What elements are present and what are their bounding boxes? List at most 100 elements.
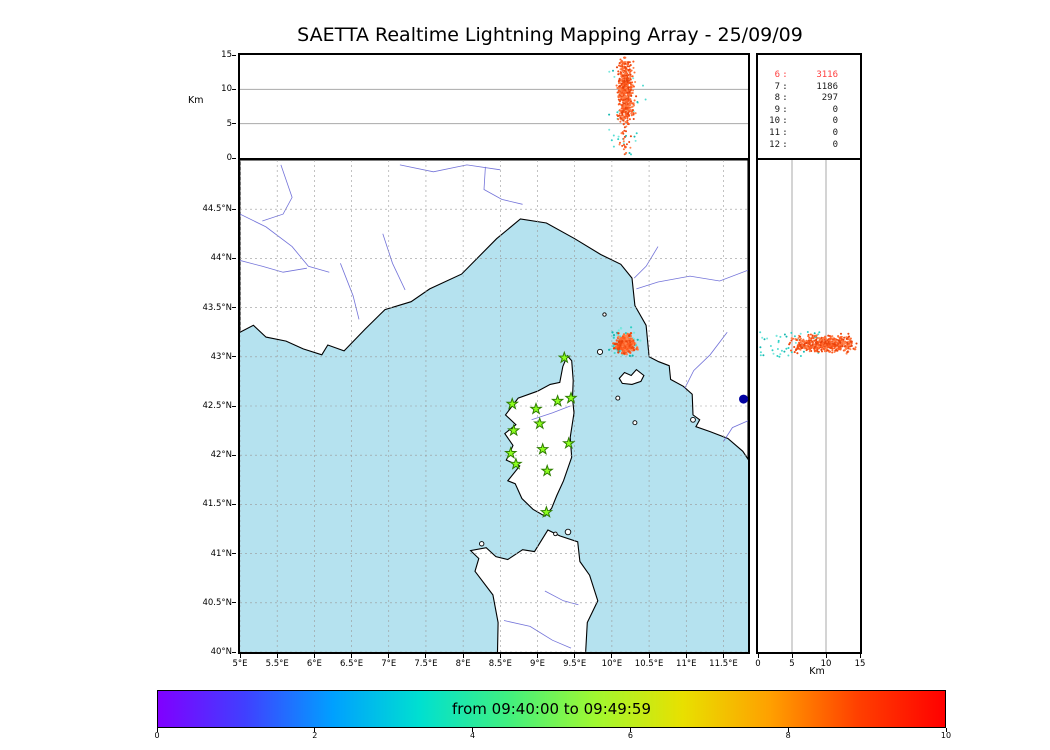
vhf-source xyxy=(621,144,624,147)
figure-title: SAETTA Realtime Lightning Mapping Array … xyxy=(297,24,803,46)
vhf-source xyxy=(850,343,853,346)
vhf-source xyxy=(777,339,780,342)
vhf-source xyxy=(620,80,623,83)
stats-station-count: 7 xyxy=(774,81,780,92)
vhf-source xyxy=(796,352,799,355)
vhf-source xyxy=(855,342,858,345)
lake-marker xyxy=(739,394,748,404)
stats-station-count: 11 xyxy=(769,127,780,138)
tick-mark xyxy=(472,728,474,732)
vhf-source xyxy=(618,114,621,117)
vhf-source xyxy=(626,63,630,66)
vhf-source xyxy=(632,60,635,63)
tick-mark xyxy=(425,654,427,658)
vhf-source xyxy=(629,86,632,89)
vhf-source xyxy=(639,339,642,342)
vhf-source xyxy=(815,338,818,341)
vhf-source xyxy=(631,109,634,112)
vhf-source xyxy=(621,76,624,79)
vhf-source xyxy=(790,337,793,340)
vhf-source xyxy=(624,115,627,118)
vhf-source xyxy=(775,335,778,337)
vhf-source xyxy=(616,91,619,94)
vhf-source xyxy=(833,347,836,350)
vhf-source xyxy=(630,106,633,109)
vhf-source xyxy=(618,100,622,103)
stats-station-count: 12 xyxy=(769,139,780,150)
vhf-source xyxy=(808,337,811,341)
colorbar-tick-label: 6 xyxy=(627,731,633,740)
vhf-source xyxy=(630,94,633,97)
vhf-source xyxy=(632,113,635,116)
vhf-source xyxy=(759,331,762,334)
vhf-source xyxy=(633,99,636,102)
vhf-source xyxy=(615,339,618,342)
vhf-source xyxy=(819,342,823,345)
tick-mark xyxy=(351,654,353,658)
vhf-source xyxy=(847,347,850,350)
vhf-source xyxy=(834,341,838,344)
vhf-source xyxy=(799,355,802,357)
tick-mark xyxy=(537,654,538,658)
tick-mark xyxy=(499,654,501,658)
stats-source-count: 0 xyxy=(832,104,838,115)
vhf-source xyxy=(835,344,839,347)
vhf-source xyxy=(619,342,623,345)
tick-mark xyxy=(232,208,236,210)
vhf-source xyxy=(626,345,629,348)
vhf-source xyxy=(631,354,634,357)
vhf-source xyxy=(620,117,623,120)
vhf-source xyxy=(625,143,628,146)
vhf-source xyxy=(845,336,848,339)
vhf-source xyxy=(617,82,621,85)
vhf-source xyxy=(827,334,830,337)
vhf-source xyxy=(628,337,631,341)
vhf-source xyxy=(624,87,627,90)
vhf-source xyxy=(633,331,636,334)
vhf-source xyxy=(614,345,618,348)
vhf-source xyxy=(618,112,621,115)
altitude-tick-label: 5 xyxy=(226,118,232,129)
stats-row: 8: 297 xyxy=(764,93,852,105)
vhf-source xyxy=(635,347,638,351)
vhf-source xyxy=(806,344,809,347)
vhf-source xyxy=(621,113,624,116)
stats-row: 10: 0 xyxy=(764,116,852,128)
vhf-source xyxy=(790,339,793,342)
longitude-tick-label: 9.5°E xyxy=(563,659,587,669)
vhf-source xyxy=(785,347,788,350)
vhf-source xyxy=(617,103,620,106)
vhf-source xyxy=(619,72,622,75)
vhf-source xyxy=(761,336,764,339)
vhf-source xyxy=(817,333,820,336)
vhf-source xyxy=(617,351,620,354)
vhf-source xyxy=(789,349,793,352)
vhf-source xyxy=(608,348,611,351)
vhf-source xyxy=(630,348,633,352)
vhf-source xyxy=(627,86,630,89)
vhf-source xyxy=(621,353,624,357)
vhf-source xyxy=(619,65,622,68)
vhf-source xyxy=(627,104,630,108)
vhf-source xyxy=(617,80,620,83)
altitude-tick-label: 10 xyxy=(820,659,832,669)
vhf-source xyxy=(617,118,620,121)
vhf-source xyxy=(847,332,850,335)
vhf-source xyxy=(839,332,843,335)
vhf-source xyxy=(629,88,632,91)
vhf-source xyxy=(624,65,627,69)
vhf-source xyxy=(623,104,626,107)
vhf-source xyxy=(626,77,630,80)
altitude-tick-label: 0 xyxy=(226,153,232,163)
vhf-source xyxy=(799,332,802,335)
vhf-source xyxy=(848,338,851,341)
tick-mark xyxy=(232,123,236,125)
vhf-source xyxy=(854,346,857,349)
vhf-source xyxy=(626,117,629,120)
vhf-source xyxy=(621,343,624,347)
vhf-source xyxy=(621,74,625,77)
vhf-source xyxy=(623,135,626,138)
tick-mark xyxy=(757,654,759,658)
vhf-source xyxy=(632,85,635,88)
vhf-source xyxy=(623,126,626,129)
